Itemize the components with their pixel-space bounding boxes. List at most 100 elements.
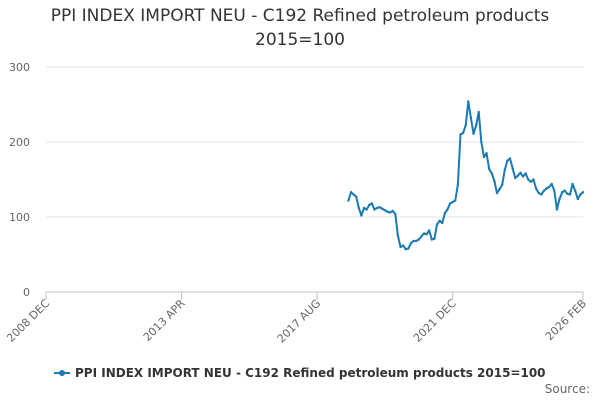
data-point	[527, 178, 530, 181]
data-point	[355, 195, 358, 198]
data-point	[524, 172, 527, 175]
x-tick-label: 2013 APR	[141, 297, 188, 344]
x-tick-label: 2021 DEC	[411, 297, 459, 345]
data-point	[412, 239, 415, 243]
data-point	[427, 229, 431, 232]
data-point	[438, 219, 441, 222]
data-point	[516, 174, 520, 177]
data-point	[370, 202, 374, 205]
data-point	[553, 189, 556, 192]
data-point	[448, 202, 452, 205]
data-point	[417, 238, 420, 241]
chart-title-line-2: 2015=100	[255, 30, 345, 50]
data-point	[435, 223, 439, 226]
data-point	[542, 189, 546, 192]
data-point	[493, 179, 496, 183]
data-point	[388, 211, 392, 214]
data-point	[498, 188, 501, 191]
data-point	[451, 200, 454, 204]
data-point	[560, 191, 564, 194]
data-point	[532, 178, 535, 181]
data-point	[573, 189, 577, 192]
data-point	[464, 124, 467, 127]
data-point	[581, 191, 585, 194]
data-point	[487, 167, 491, 171]
data-point	[477, 110, 480, 114]
data-point	[529, 180, 533, 183]
data-point	[381, 207, 384, 210]
data-point	[550, 182, 553, 186]
gridlines	[46, 66, 583, 218]
data-point	[490, 172, 493, 175]
data-point	[443, 212, 447, 215]
data-point	[401, 244, 405, 247]
data-point	[422, 232, 426, 235]
data-point	[545, 187, 548, 190]
data-point	[404, 248, 407, 251]
data-point	[480, 140, 483, 144]
y-tick-label: 300	[9, 61, 30, 74]
x-tick-label: 2026 FEB	[543, 297, 589, 343]
data-point	[409, 242, 413, 245]
data-point	[357, 206, 361, 210]
data-point	[472, 132, 475, 135]
data-point	[433, 237, 436, 240]
data-point	[430, 238, 434, 241]
data-point	[454, 199, 457, 202]
data-point	[378, 206, 381, 209]
data-point	[459, 133, 462, 136]
data-point	[576, 197, 579, 201]
data-point	[485, 152, 488, 155]
data-point	[534, 187, 538, 190]
data-point	[349, 191, 353, 194]
data-point	[362, 206, 366, 210]
axes: 0 100 200 300 2008 DEC 2013 APR 2017 AUG 2021 D…	[4, 61, 589, 345]
data-point	[441, 221, 444, 225]
data-point	[360, 214, 363, 217]
data-point	[500, 183, 504, 186]
data-point	[514, 176, 517, 180]
data-point	[519, 171, 522, 174]
y-tick-label: 0	[23, 286, 30, 299]
data-point	[563, 189, 566, 192]
data-point	[446, 208, 449, 211]
x-tick-label: 2017 AUG	[275, 297, 324, 346]
data-point	[414, 239, 418, 243]
chart-title-line-1: PPI INDEX IMPORT NEU - C192 Refined petr…	[50, 6, 550, 26]
data-point	[537, 191, 540, 195]
data-point	[368, 203, 371, 207]
data-point	[566, 192, 569, 195]
data-point	[399, 245, 402, 249]
data-point	[456, 183, 460, 186]
data-point	[482, 155, 486, 159]
legend-marker-icon	[59, 370, 65, 376]
data-point	[558, 197, 561, 201]
source-label: Source:	[544, 382, 590, 396]
data-point	[365, 208, 368, 211]
data-point	[568, 193, 572, 196]
data-point	[386, 210, 389, 213]
data-point	[373, 208, 376, 211]
legend[interactable]: PPI INDEX IMPORT NEU - C192 Refined petr…	[54, 366, 546, 380]
data-point	[425, 233, 428, 236]
data-point	[495, 191, 499, 195]
data-point	[396, 234, 400, 237]
legend-item-label[interactable]: PPI INDEX IMPORT NEU - C192 Refined petr…	[75, 366, 546, 380]
data-point	[347, 199, 350, 202]
data-point	[508, 157, 512, 160]
x-tick-label: 2008 DEC	[4, 297, 52, 345]
data-point	[506, 159, 509, 162]
data-point	[547, 185, 551, 189]
data-point	[407, 247, 410, 250]
data-point	[555, 208, 559, 211]
data-point	[391, 209, 394, 213]
data-point	[521, 175, 525, 178]
data-point	[511, 167, 514, 170]
data-point	[540, 193, 543, 196]
series-line	[347, 100, 584, 251]
chart-title: PPI INDEX IMPORT NEU - C192 Refined petr…	[0, 4, 600, 52]
data-point	[352, 193, 355, 196]
data-point	[579, 193, 582, 196]
data-point	[375, 206, 379, 210]
